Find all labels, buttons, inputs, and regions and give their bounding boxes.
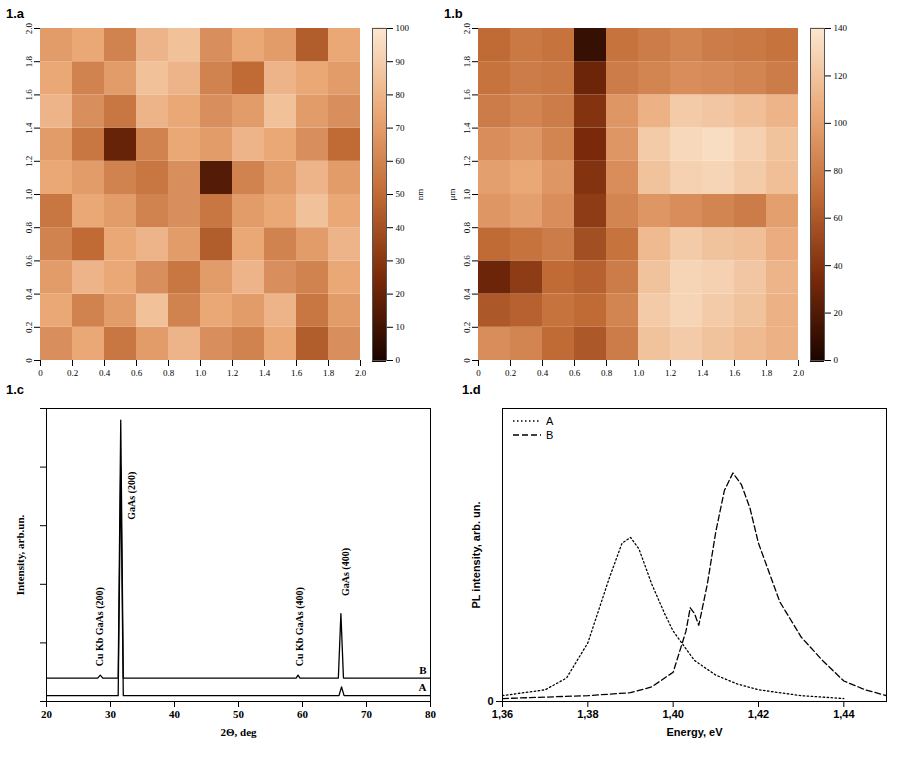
svg-text:μm: μm (447, 189, 457, 201)
svg-text:1.4: 1.4 (24, 122, 34, 134)
svg-text:0.8: 0.8 (601, 368, 613, 378)
svg-text:1.2: 1.2 (24, 156, 34, 167)
svg-text:1.2: 1.2 (665, 368, 676, 378)
svg-text:0: 0 (24, 358, 34, 363)
svg-text:120: 120 (834, 71, 848, 81)
svg-text:0.2: 0.2 (505, 368, 516, 378)
svg-text:1.4: 1.4 (259, 368, 271, 378)
svg-text:60: 60 (396, 156, 406, 166)
svg-text:60: 60 (297, 708, 309, 720)
svg-text:A: A (419, 681, 427, 693)
svg-text:70: 70 (361, 708, 373, 720)
svg-text:0: 0 (487, 695, 493, 707)
svg-text:1.8: 1.8 (462, 56, 472, 68)
svg-text:nm: nm (415, 189, 425, 201)
svg-text:PL intensity, arb. un.: PL intensity, arb. un. (470, 501, 482, 608)
svg-text:0.8: 0.8 (163, 368, 175, 378)
svg-text:100: 100 (834, 118, 848, 128)
svg-text:1.8: 1.8 (761, 368, 773, 378)
svg-text:1.2: 1.2 (227, 368, 238, 378)
svg-text:1.6: 1.6 (24, 89, 34, 101)
svg-text:2.0: 2.0 (462, 22, 472, 34)
svg-text:2.0: 2.0 (793, 368, 804, 378)
svg-text:1.0: 1.0 (195, 368, 207, 378)
svg-text:20: 20 (41, 708, 53, 720)
svg-text:1,44: 1,44 (833, 708, 855, 720)
svg-text:GaAs (200): GaAs (200) (126, 472, 138, 520)
svg-text:0: 0 (396, 355, 401, 365)
svg-text:60: 60 (834, 213, 844, 223)
svg-text:90: 90 (396, 57, 406, 67)
svg-text:30: 30 (396, 256, 406, 266)
svg-text:1.4: 1.4 (697, 368, 709, 378)
svg-text:40: 40 (169, 708, 181, 720)
svg-text:2Θ, deg: 2Θ, deg (220, 726, 257, 738)
html-text:1.d: 1.d (462, 382, 481, 397)
svg-text:0.2: 0.2 (24, 322, 34, 333)
svg-text:40: 40 (834, 261, 844, 271)
svg-text:10: 10 (396, 322, 406, 332)
svg-text:1.0: 1.0 (462, 188, 472, 200)
svg-text:0.6: 0.6 (24, 255, 34, 267)
svg-text:GaAs (400): GaAs (400) (340, 548, 352, 596)
svg-text:80: 80 (396, 90, 406, 100)
svg-text:80: 80 (834, 166, 844, 176)
svg-text:30: 30 (105, 708, 117, 720)
svg-text:100: 100 (396, 23, 410, 33)
svg-text:50: 50 (233, 708, 245, 720)
svg-text:1.2: 1.2 (462, 156, 472, 167)
svg-text:0.4: 0.4 (462, 288, 472, 300)
svg-text:Intensity, arb.un.: Intensity, arb.un. (14, 514, 26, 595)
svg-text:0: 0 (476, 368, 481, 378)
svg-text:1.0: 1.0 (24, 188, 34, 200)
svg-text:40: 40 (396, 223, 406, 233)
html-text:1.c: 1.c (6, 382, 25, 397)
svg-text:0.6: 0.6 (569, 368, 581, 378)
svg-text:0.4: 0.4 (24, 288, 34, 300)
svg-text:1.6: 1.6 (729, 368, 741, 378)
svg-text:2.0: 2.0 (24, 22, 34, 34)
html-text:A: A (546, 415, 554, 427)
svg-text:0.2: 0.2 (67, 368, 78, 378)
svg-text:0.4: 0.4 (99, 368, 111, 378)
html-text:1.b: 1.b (444, 6, 463, 21)
svg-text:1,42: 1,42 (748, 708, 769, 720)
svg-text:0.6: 0.6 (462, 255, 472, 267)
svg-text:0.4: 0.4 (537, 368, 549, 378)
svg-text:0: 0 (38, 368, 43, 378)
svg-text:0.8: 0.8 (24, 222, 34, 234)
html-text:B: B (546, 429, 554, 441)
html-text:1.a: 1.a (6, 6, 25, 21)
svg-text:1,40: 1,40 (662, 708, 683, 720)
svg-text:20: 20 (396, 289, 406, 299)
svg-text:0.2: 0.2 (462, 322, 472, 333)
svg-text:1.6: 1.6 (462, 89, 472, 101)
svg-text:Cu Kb GaAs (400): Cu Kb GaAs (400) (294, 587, 306, 666)
svg-text:1,38: 1,38 (577, 708, 598, 720)
svg-text:80: 80 (425, 708, 437, 720)
svg-text:Energy, eV: Energy, eV (666, 726, 723, 738)
svg-text:Cu Kb GaAs (200): Cu Kb GaAs (200) (94, 587, 106, 666)
svg-text:70: 70 (396, 123, 406, 133)
svg-text:B: B (419, 664, 427, 676)
svg-text:0: 0 (834, 355, 839, 365)
svg-text:50: 50 (396, 189, 406, 199)
svg-text:1.6: 1.6 (291, 368, 303, 378)
svg-text:20: 20 (834, 308, 844, 318)
svg-text:0.6: 0.6 (131, 368, 143, 378)
svg-text:1.8: 1.8 (24, 56, 34, 68)
svg-text:0: 0 (462, 358, 472, 363)
svg-text:140: 140 (834, 23, 848, 33)
svg-text:2.0: 2.0 (355, 368, 366, 378)
svg-text:1.0: 1.0 (633, 368, 645, 378)
svg-text:1,36: 1,36 (492, 708, 513, 720)
svg-text:0.8: 0.8 (462, 222, 472, 234)
svg-text:1.4: 1.4 (462, 122, 472, 134)
svg-text:1.8: 1.8 (323, 368, 335, 378)
